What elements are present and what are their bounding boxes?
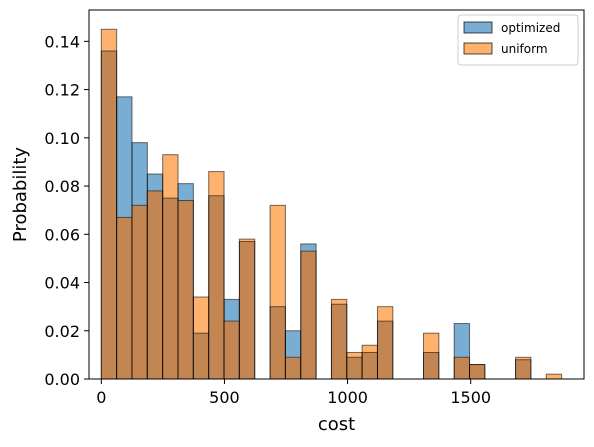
- bar-overlap: [270, 306, 286, 379]
- bar-overlap: [285, 357, 301, 379]
- x-tick-label: 1000: [327, 388, 368, 407]
- bar-overlap: [346, 357, 363, 379]
- bar-uniform: [162, 154, 179, 199]
- y-tick-label: 0.04: [44, 274, 80, 293]
- x-axis-label: cost: [318, 414, 355, 435]
- y-axis: 0.00 0.02 0.04 0.06 0.08 0.10 0.12 0.14: [44, 32, 89, 389]
- bar-overlap: [331, 304, 347, 379]
- x-axis: 0 500 1000 1500: [96, 379, 491, 407]
- bar-overlap: [515, 359, 531, 379]
- bar-overlap: [377, 321, 393, 379]
- bar-optimized: [454, 323, 470, 358]
- y-tick-label: 0.02: [44, 322, 80, 341]
- bar-overlap: [208, 195, 225, 379]
- y-tick-label: 0.14: [44, 32, 80, 51]
- legend-label-optimized: optimized: [501, 21, 560, 35]
- legend: optimized uniform: [457, 14, 579, 66]
- bar-overlap: [469, 364, 485, 379]
- bar-overlap: [147, 190, 163, 379]
- y-tick-label: 0.06: [44, 225, 80, 244]
- bar-uniform: [362, 345, 378, 353]
- bar-overlap: [116, 217, 132, 379]
- bar-uniform: [331, 299, 347, 305]
- series-overlap: [100, 28, 563, 380]
- series-uniform: [101, 29, 562, 379]
- bar-uniform: [377, 306, 393, 322]
- bar-uniform: [423, 333, 439, 353]
- bar-overlap: [178, 200, 194, 379]
- legend-swatch-optimized: [463, 21, 493, 34]
- bar-optimized: [147, 174, 163, 191]
- bar-optimized: [285, 330, 301, 358]
- bar-overlap: [131, 205, 148, 379]
- y-tick-label: 0.08: [44, 177, 80, 196]
- x-tick-label: 1500: [450, 388, 491, 407]
- y-tick-label: 0.00: [44, 370, 80, 389]
- legend-swatch-uniform: [463, 42, 493, 55]
- bar-overlap: [193, 333, 209, 379]
- x-tick-label: 0: [96, 388, 106, 407]
- y-tick-label: 0.10: [44, 129, 80, 148]
- bar-uniform: [270, 205, 286, 307]
- y-tick-label: 0.12: [44, 81, 80, 100]
- bar-optimized: [131, 142, 148, 206]
- bar-uniform: [346, 352, 363, 358]
- bar-overlap: [423, 352, 439, 379]
- series-optimized: [116, 96, 470, 358]
- bar-uniform: [193, 297, 209, 334]
- bar-optimized: [300, 243, 317, 252]
- y-axis-label: Probability: [10, 147, 31, 242]
- legend-label-uniform: uniform: [501, 42, 548, 56]
- bar-overlap: [362, 352, 378, 379]
- plot-frame: [88, 9, 585, 380]
- bar-overlap: [224, 321, 240, 379]
- bar-overlap: [300, 251, 317, 379]
- bar-uniform: [101, 29, 117, 51]
- bar-overlap: [239, 241, 255, 379]
- bar-optimized: [116, 96, 132, 218]
- bar-overlap: [454, 357, 470, 379]
- bar-overlap: [162, 198, 179, 379]
- bar-overlap: [101, 51, 117, 379]
- bar-optimized: [224, 299, 240, 322]
- bar-optimized: [178, 183, 194, 201]
- bar-uniform: [208, 171, 225, 196]
- bar-uniform: [515, 357, 531, 360]
- x-tick-label: 500: [209, 388, 240, 407]
- bar-uniform: [546, 374, 562, 379]
- bar-uniform: [239, 239, 255, 242]
